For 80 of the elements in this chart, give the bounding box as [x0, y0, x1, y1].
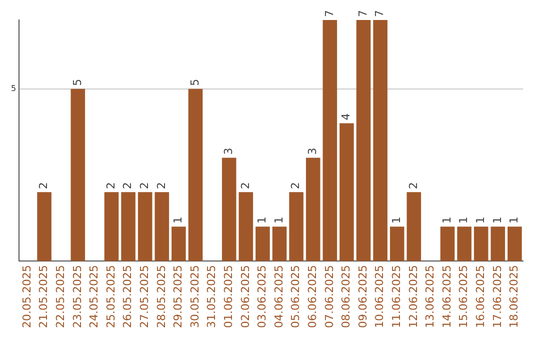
bar: [272, 226, 287, 262]
bar: [238, 192, 254, 262]
x-tick-label: 12.06.2025: [406, 265, 420, 328]
data-label: 1: [474, 216, 487, 224]
data-label: 2: [138, 182, 151, 190]
bar: [440, 226, 455, 262]
data-label: 5: [70, 78, 84, 86]
data-label: 2: [104, 182, 118, 190]
bar: [154, 192, 170, 262]
data-label: 3: [222, 148, 235, 155]
x-tick-label: 20.05.2025: [20, 265, 34, 328]
x-tick-label: 22.05.2025: [54, 265, 67, 328]
x-tick-label: 28.05.2025: [154, 265, 168, 328]
x-tick-label: 05.06.2025: [289, 265, 302, 328]
data-label: 7: [322, 10, 336, 17]
x-tick-label: 10.06.2025: [373, 265, 386, 328]
bar: [457, 226, 472, 262]
bar: [70, 88, 86, 262]
data-label: 1: [457, 216, 470, 224]
data-label: 2: [37, 182, 50, 190]
x-tick-label: 23.05.2025: [70, 265, 84, 328]
x-tick-label: 14.06.2025: [440, 265, 454, 328]
bar: [390, 226, 404, 262]
x-tick-label: 04.06.2025: [272, 265, 286, 328]
data-label: 2: [121, 182, 134, 190]
x-tick-label: 31.05.2025: [205, 265, 218, 328]
x-tick-label: 15.06.2025: [457, 265, 470, 328]
bar: [222, 158, 236, 262]
bar: [172, 226, 186, 262]
x-tick-label: 16.06.2025: [474, 265, 487, 328]
x-tick-label: 02.06.2025: [238, 265, 252, 328]
data-label: 1: [490, 216, 504, 224]
bar: [306, 158, 320, 262]
data-label: 1: [272, 216, 286, 224]
data-label: 7: [356, 10, 370, 17]
x-tick-label: 07.06.2025: [322, 265, 336, 328]
x-tick-label: 09.06.2025: [356, 265, 370, 328]
data-label: 1: [390, 216, 403, 224]
bar: [340, 123, 354, 262]
x-tick-label: 29.05.2025: [172, 265, 185, 328]
data-label: 5: [188, 78, 202, 86]
x-tick-label: 03.06.2025: [256, 265, 269, 328]
x-tick-label: 21.05.2025: [37, 265, 50, 328]
bar: [188, 88, 203, 262]
x-tick-label: 30.05.2025: [188, 265, 202, 328]
x-tick-label: 25.05.2025: [104, 265, 118, 328]
x-tick-label: 06.06.2025: [306, 265, 319, 328]
x-tick-label: 17.06.2025: [490, 265, 504, 328]
bar: [508, 226, 522, 262]
x-tick-label: 13.06.2025: [424, 265, 437, 328]
data-label: 1: [508, 216, 521, 224]
data-label: 2: [289, 182, 302, 190]
bar: [406, 192, 422, 262]
data-label: 7: [373, 10, 386, 17]
bar: [37, 192, 52, 262]
bar: [373, 20, 388, 262]
x-tick-label: 24.05.2025: [88, 265, 101, 328]
data-label: 1: [172, 216, 185, 224]
data-label: 1: [256, 216, 269, 224]
data-label: 2: [406, 182, 420, 190]
data-label: 4: [340, 113, 353, 120]
x-tick-label: 26.05.2025: [121, 265, 134, 328]
bar: [474, 226, 488, 262]
bar: [138, 192, 152, 262]
x-tick-label: 18.06.2025: [508, 265, 521, 328]
data-label: 2: [154, 182, 168, 190]
data-label: 3: [306, 148, 319, 155]
data-label: 2: [238, 182, 252, 190]
bar: [490, 226, 506, 262]
bar: [104, 192, 119, 262]
data-label: 1: [440, 216, 454, 224]
x-tick-label: 11.06.2025: [390, 265, 403, 328]
bar: [322, 20, 338, 262]
x-tick-label: 08.06.2025: [340, 265, 353, 328]
x-tick-label: 01.06.2025: [222, 265, 235, 328]
bar: [289, 192, 304, 262]
bar: [356, 20, 371, 262]
x-tick-label: 27.05.2025: [138, 265, 151, 328]
bar: [256, 226, 270, 262]
bar: [121, 192, 136, 262]
